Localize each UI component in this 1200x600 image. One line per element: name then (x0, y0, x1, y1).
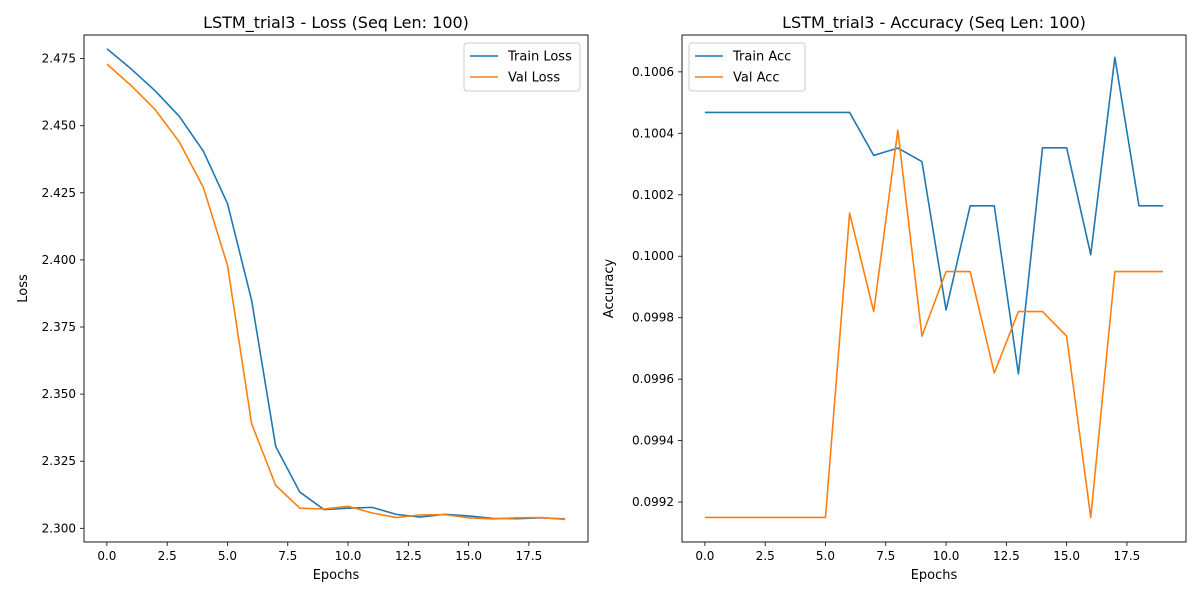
loss-x-tick-label: 7.5 (278, 549, 297, 563)
loss-x-tick-label: 2.5 (158, 549, 177, 563)
loss-x-tick-label: 10.0 (335, 549, 362, 563)
loss-series-line-val-loss (106, 63, 566, 521)
loss-y-tick-label: 2.300 (42, 521, 76, 535)
loss-series-line-train-loss (106, 48, 566, 520)
accuracy-y-axis-label: Accuracy (602, 259, 617, 319)
loss-legend-box (463, 42, 581, 92)
loss-x-tick-label: 17.5 (516, 549, 543, 563)
loss-x-tick-label: 15.0 (455, 549, 482, 563)
accuracy-legend-box (688, 42, 806, 92)
loss-y-tick-label: 2.400 (42, 253, 76, 267)
accuracy-y-tick-label: 0.0998 (632, 311, 674, 325)
loss-chart-panel: LSTM_trial3 - Loss (Seq Len: 100) 0.0 2.5 5… (16, 13, 589, 583)
accuracy-series-line-val-acc (704, 129, 1164, 519)
loss-y-axis-label: Loss (16, 274, 31, 303)
accuracy-y-tick-label: 0.0996 (632, 372, 674, 386)
accuracy-x-tick-label: 15.0 (1053, 549, 1080, 563)
loss-y-tick-label: 2.450 (42, 119, 76, 133)
accuracy-plot-frame (681, 34, 1187, 543)
loss-chart-title: LSTM_trial3 - Loss (Seq Len: 100) (203, 13, 469, 33)
accuracy-legend-label: Train Acc (732, 50, 791, 65)
loss-y-tick-label: 2.425 (42, 186, 76, 200)
accuracy-legend: Train Acc Val Acc (688, 42, 806, 92)
accuracy-x-axis-label: Epochs (911, 568, 958, 583)
accuracy-y-tick-label: 0.1006 (632, 65, 674, 79)
accuracy-y-tick-label: 0.1004 (632, 126, 674, 140)
accuracy-x-tick-label: 17.5 (1114, 549, 1141, 563)
loss-x-axis-label: Epochs (313, 568, 360, 583)
accuracy-y-tick-label: 0.0994 (632, 434, 674, 448)
loss-legend: Train Loss Val Loss (463, 42, 581, 92)
accuracy-x-tick-label: 0.0 (695, 549, 714, 563)
accuracy-legend-label: Val Acc (733, 71, 780, 86)
accuracy-x-tick-label: 2.5 (756, 549, 775, 563)
loss-y-tick-label: 2.475 (42, 52, 76, 66)
accuracy-x-tick-label: 7.5 (876, 549, 895, 563)
accuracy-chart-title: LSTM_trial3 - Accuracy (Seq Len: 100) (782, 13, 1086, 33)
loss-y-tick-label: 2.350 (42, 387, 76, 401)
loss-legend-label: Val Loss (508, 71, 560, 86)
accuracy-y-tick-label: 0.1002 (632, 188, 674, 202)
loss-x-tick-label: 5.0 (218, 549, 237, 563)
accuracy-chart-panel: LSTM_trial3 - Accuracy (Seq Len: 100) 0.0… (602, 13, 1187, 583)
accuracy-x-tick-label: 10.0 (933, 549, 960, 563)
loss-y-tick-label: 2.325 (42, 454, 76, 468)
loss-y-tick-label: 2.375 (42, 320, 76, 334)
loss-x-tick-label: 12.5 (395, 549, 422, 563)
loss-legend-label: Train Loss (507, 50, 572, 65)
accuracy-x-tick-label: 5.0 (816, 549, 835, 563)
accuracy-y-tick-label: 0.1000 (632, 249, 674, 263)
accuracy-y-tick-label: 0.0992 (632, 495, 674, 509)
accuracy-x-tick-label: 12.5 (993, 549, 1020, 563)
loss-plot-frame (83, 34, 589, 543)
loss-x-tick-label: 0.0 (97, 549, 116, 563)
accuracy-series-line-train-acc (704, 56, 1164, 375)
